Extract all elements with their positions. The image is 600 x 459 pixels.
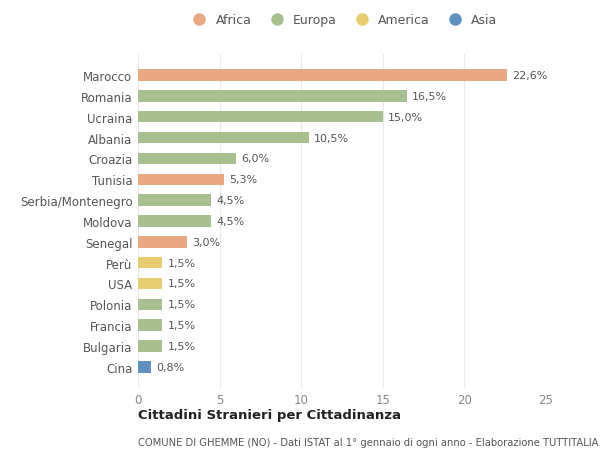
Text: 6,0%: 6,0% bbox=[241, 154, 269, 164]
Bar bbox=[138, 91, 407, 102]
Text: 1,5%: 1,5% bbox=[167, 320, 196, 330]
Text: 3,0%: 3,0% bbox=[192, 237, 220, 247]
Bar bbox=[138, 320, 163, 331]
Text: COMUNE DI GHEMME (NO) - Dati ISTAT al 1° gennaio di ogni anno - Elaborazione TUT: COMUNE DI GHEMME (NO) - Dati ISTAT al 1°… bbox=[138, 437, 600, 447]
Bar bbox=[138, 216, 211, 227]
Bar bbox=[138, 70, 507, 82]
Text: 5,3%: 5,3% bbox=[229, 175, 257, 185]
Text: 1,5%: 1,5% bbox=[167, 300, 196, 310]
Bar bbox=[138, 236, 187, 248]
Legend: Africa, Europa, America, Asia: Africa, Europa, America, Asia bbox=[184, 11, 500, 29]
Bar bbox=[138, 153, 236, 165]
Bar bbox=[138, 195, 211, 207]
Bar bbox=[138, 133, 310, 144]
Bar bbox=[138, 361, 151, 373]
Text: 16,5%: 16,5% bbox=[412, 92, 448, 102]
Text: Cittadini Stranieri per Cittadinanza: Cittadini Stranieri per Cittadinanza bbox=[138, 408, 401, 421]
Text: 15,0%: 15,0% bbox=[388, 112, 423, 123]
Bar bbox=[138, 299, 163, 310]
Bar bbox=[138, 278, 163, 290]
Text: 1,5%: 1,5% bbox=[167, 341, 196, 351]
Text: 4,5%: 4,5% bbox=[217, 196, 245, 206]
Bar bbox=[138, 341, 163, 352]
Bar bbox=[138, 174, 224, 185]
Text: 22,6%: 22,6% bbox=[512, 71, 547, 81]
Text: 1,5%: 1,5% bbox=[167, 258, 196, 268]
Bar bbox=[138, 257, 163, 269]
Bar bbox=[138, 112, 383, 123]
Text: 4,5%: 4,5% bbox=[217, 217, 245, 226]
Text: 0,8%: 0,8% bbox=[156, 362, 184, 372]
Text: 1,5%: 1,5% bbox=[167, 279, 196, 289]
Text: 10,5%: 10,5% bbox=[314, 133, 349, 143]
